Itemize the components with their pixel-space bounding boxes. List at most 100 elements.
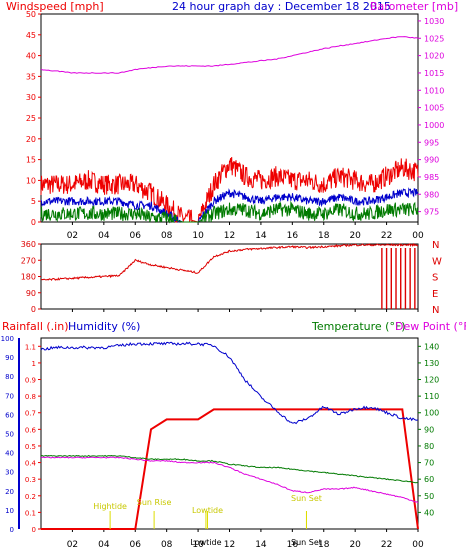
rain-x-tick-label: 16 — [287, 540, 299, 550]
winddir-axis-tick-label: 360 — [21, 240, 36, 249]
wind-x-tick-label: 02 — [67, 231, 78, 241]
series-temperature — [40, 454, 418, 484]
rain-x-tick-label: 22 — [381, 540, 392, 550]
wind-axis-tick-label: 50 — [26, 10, 36, 19]
baro-axis-tick-label: 995 — [424, 138, 439, 147]
series-humidity — [40, 341, 419, 425]
baro-axis-tick-label: 985 — [424, 173, 439, 182]
annotation-label: Hightide — [93, 502, 127, 511]
wind-x-tick-label: 00 — [412, 231, 424, 241]
rain-axis-tick-label: 1 — [32, 360, 36, 368]
rain-x-tick-label: 20 — [349, 540, 361, 550]
rain-x-tick-label: 00 — [412, 540, 424, 550]
rain-axis-tick-label: 0.3 — [25, 476, 36, 484]
annotation-label: Sun Set — [291, 494, 322, 503]
humidity-axis-tick-label: 10 — [5, 507, 14, 515]
rain-axis-tick-label: 0.7 — [25, 410, 36, 418]
temp-axis-tick-label: 40 — [424, 508, 434, 517]
baro-axis-tick-label: 1005 — [424, 104, 444, 113]
winddir-axis-tick-label: 270 — [21, 256, 36, 265]
baro-axis-tick-label: 1030 — [424, 17, 444, 26]
baro-axis-tick-label: 1015 — [424, 69, 444, 78]
humidity-axis-tick-label: 70 — [5, 392, 14, 400]
series-barometer — [40, 36, 419, 74]
dewpoint-label: Dew Point (°F) — [395, 320, 466, 333]
temp-axis-tick-label: 140 — [424, 342, 439, 351]
rain-x-tick-label: 12 — [224, 540, 235, 550]
series-rainfall — [41, 408, 419, 530]
wind-axis-tick-label: 40 — [26, 52, 36, 61]
winddir-axis-tick-label: 180 — [21, 273, 36, 282]
baro-axis-tick-label: 980 — [424, 190, 439, 199]
baro-axis-tick-label: 1000 — [424, 121, 444, 130]
winddir-axis-tick-label: 0 — [31, 305, 36, 314]
compass-label: N — [432, 305, 439, 316]
rain-axis-tick-label: 0.6 — [25, 426, 37, 434]
rain-axis-tick-label: 0.2 — [25, 493, 36, 501]
series-wind_min — [40, 200, 419, 224]
rain-x-tick-label: 08 — [161, 540, 173, 550]
wind-x-tick-label: 20 — [349, 231, 361, 241]
temp-axis-tick-label: 60 — [424, 475, 434, 484]
temp-axis-tick-label: 50 — [424, 492, 434, 501]
humidity-axis-tick-label: 100 — [1, 335, 14, 343]
wind-x-tick-label: 14 — [255, 231, 267, 241]
temp-axis-tick-label: 110 — [424, 392, 439, 401]
wind-x-tick-label: 12 — [224, 231, 235, 241]
rain-x-tick-label: 06 — [130, 540, 142, 550]
wind-axis-tick-label: 35 — [26, 72, 36, 81]
series-wind_max — [40, 156, 419, 224]
graph-title: 24 hour graph day : December 18 2015 — [172, 0, 391, 13]
wind-axis-tick-label: 45 — [26, 31, 36, 40]
humidity-axis-tick-label: 80 — [5, 373, 14, 381]
humidity-axis-tick-label: 30 — [5, 469, 14, 477]
humidity-axis-tick-label: 40 — [5, 450, 14, 458]
humidity-label: Humidity (%) — [68, 320, 140, 333]
rain-x-tick-label: 02 — [67, 540, 78, 550]
wind-axis-tick-label: 15 — [26, 156, 36, 165]
humidity-axis-tick-label: 0 — [10, 526, 14, 534]
annotation-label: Lowtide — [190, 538, 221, 547]
wind-x-tick-label: 04 — [98, 231, 110, 241]
rain-axis-tick-label: 0.9 — [25, 377, 36, 385]
temp-axis-tick-label: 100 — [424, 409, 439, 418]
series-wind-direction — [40, 242, 419, 281]
temp-axis-tick-label: 120 — [424, 376, 439, 385]
rain-axis-tick-label: 0.8 — [25, 393, 36, 401]
rain-axis-tick-label: 0 — [32, 526, 36, 534]
rain-axis-tick-label: 0.1 — [25, 509, 36, 517]
humidity-axis-tick-label: 50 — [5, 431, 14, 439]
wind-x-tick-label: 08 — [161, 231, 173, 241]
compass-label: W — [432, 256, 442, 267]
temperature-label: Temperature (°F) — [311, 320, 406, 333]
temp-axis-tick-label: 130 — [424, 359, 439, 368]
rain-x-tick-label: 04 — [98, 540, 110, 550]
baro-axis-tick-label: 1010 — [424, 86, 444, 95]
wind-axis-tick-label: 10 — [26, 176, 36, 185]
wind-x-tick-label: 18 — [318, 231, 330, 241]
wind-axis-tick-label: 25 — [26, 114, 36, 123]
winddir-axis-tick-label: 90 — [26, 289, 36, 298]
baro-axis-tick-label: 975 — [424, 208, 439, 217]
wind-axis-tick-label: 30 — [26, 93, 36, 102]
windspeed-label: Windspeed [mph] — [6, 0, 104, 13]
rain-axis-tick-label: 1.1 — [25, 343, 36, 351]
wind-x-tick-label: 06 — [130, 231, 142, 241]
baro-axis-tick-label: 990 — [424, 156, 439, 165]
compass-label: E — [432, 289, 438, 300]
rain-x-tick-label: 18 — [318, 540, 330, 550]
wind-axis-tick-label: 20 — [26, 135, 36, 144]
humidity-axis-tick-label: 60 — [5, 411, 14, 419]
rain-axis-tick-label: 0.5 — [25, 443, 36, 451]
temp-axis-tick-label: 70 — [424, 459, 434, 468]
rainfall-label: Rainfall (.in) — [2, 320, 69, 333]
temp-axis-tick-label: 90 — [424, 425, 434, 434]
wind-x-tick-label: 22 — [381, 231, 392, 241]
wind-axis-tick-label: 0 — [31, 218, 36, 227]
humidity-axis-tick-label: 90 — [5, 354, 14, 362]
compass-label: N — [432, 240, 439, 251]
series-wind_avg — [40, 187, 419, 223]
rain-x-tick-label: 14 — [255, 540, 267, 550]
compass-label: S — [432, 273, 438, 284]
wind-axis-tick-label: 5 — [31, 197, 36, 206]
